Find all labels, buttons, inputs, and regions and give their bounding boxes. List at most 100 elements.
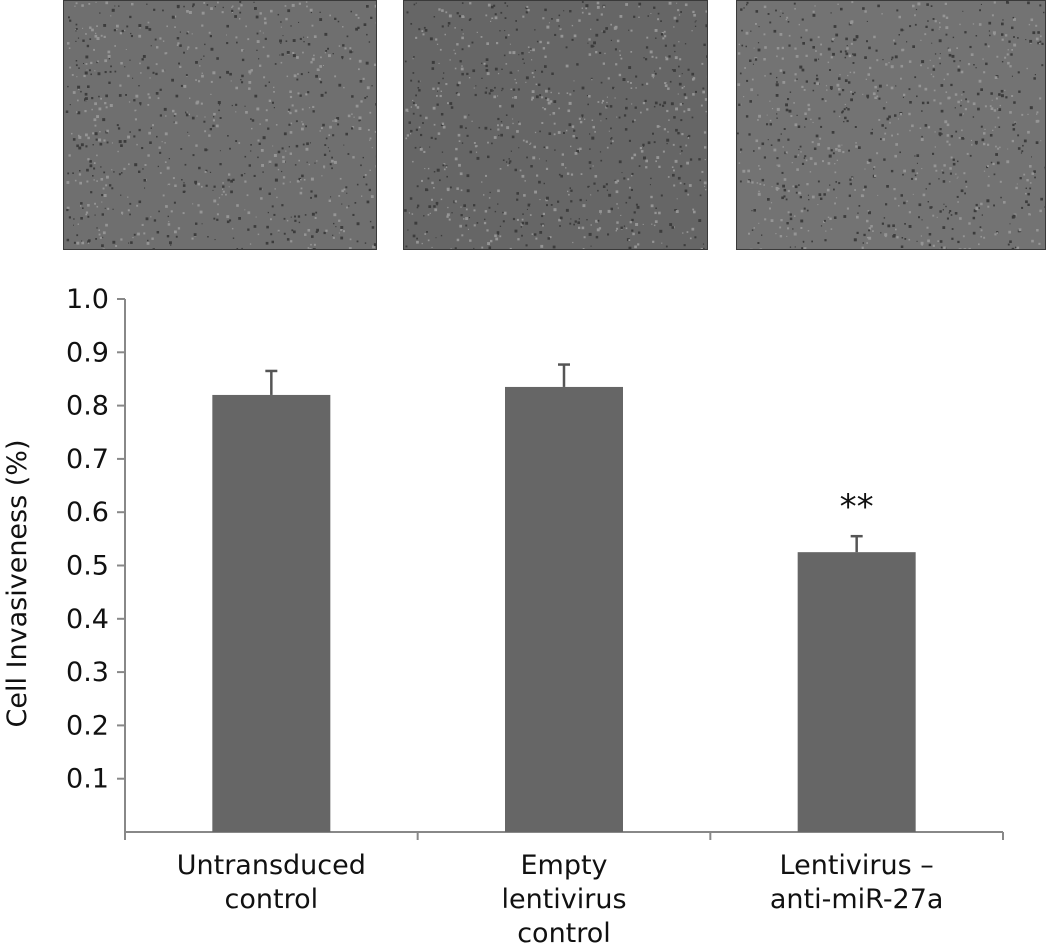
texture-speck [369,139,371,141]
texture-speck [1009,111,1012,114]
texture-speck [528,51,530,53]
texture-speck [834,202,836,205]
texture-speck [337,20,340,23]
texture-speck [934,131,936,133]
texture-speck [628,239,631,241]
texture-speck [587,103,589,106]
texture-speck [430,136,433,139]
texture-speck [973,64,975,66]
texture-speck [240,79,242,81]
texture-speck [104,207,106,209]
texture-speck [619,50,621,52]
texture-speck [786,235,788,237]
texture-speck [300,187,303,190]
texture-speck [987,143,990,146]
texture-speck [83,63,84,64]
texture-speck [752,63,754,65]
texture-speck [821,98,824,101]
texture-speck [407,110,409,112]
texture-speck [431,67,435,70]
texture-speck [964,31,967,34]
texture-speck [922,193,926,197]
texture-speck [442,77,444,80]
texture-speck [349,47,352,50]
texture-speck [851,1,854,4]
texture-speck [586,95,588,97]
texture-speck [873,166,876,168]
texture-speck [644,99,647,102]
texture-speck [839,74,841,76]
texture-speck [491,5,494,9]
texture-speck [962,10,964,12]
texture-speck [581,86,585,90]
texture-speck [313,54,315,57]
texture-speck [120,238,123,241]
texture-speck [893,236,896,238]
texture-speck [637,243,640,246]
texture-speck [192,5,194,8]
texture-speck [212,189,214,191]
texture-speck [889,121,891,124]
texture-speck [576,63,579,66]
texture-speck [129,202,132,205]
texture-speck [209,171,212,173]
texture-speck [692,93,695,96]
texture-speck [649,50,653,54]
texture-speck [455,92,458,94]
texture-speck [776,76,778,79]
texture-speck [827,216,830,218]
texture-speck [227,135,229,137]
texture-speck [585,199,587,201]
texture-speck [571,38,574,41]
texture-speck [152,71,155,74]
y-tick-label: 0.4 [66,604,109,635]
texture-speck [909,129,911,132]
texture-speck [328,54,331,58]
texture-speck [74,5,76,7]
texture-speck [590,224,592,226]
texture-speck [625,201,628,204]
texture-speck [338,195,341,197]
texture-speck [936,216,938,218]
texture-speck [1012,214,1016,218]
texture-speck [121,29,124,33]
texture-speck [296,78,299,81]
texture-speck [679,58,682,61]
texture-speck [240,4,243,7]
texture-speck [599,210,602,213]
texture-speck [281,53,284,56]
texture-speck [862,93,864,95]
texture-speck [857,212,859,214]
texture-speck [753,227,755,229]
texture-speck [410,23,413,25]
texture-speck [908,225,912,228]
texture-speck [937,240,940,242]
texture-speck [965,186,968,188]
texture-speck [945,91,948,93]
texture-speck [258,142,261,145]
texture-speck [323,231,326,235]
texture-speck [187,131,189,133]
texture-speck [1007,148,1009,150]
texture-speck [948,53,952,57]
texture-speck [148,131,151,135]
texture-speck [347,153,350,155]
texture-speck [605,118,608,120]
texture-speck [348,205,350,207]
texture-speck [454,67,457,70]
texture-speck [268,99,272,102]
y-tick-label: 0.7 [66,444,109,475]
texture-speck [581,11,584,14]
texture-speck [207,149,209,151]
texture-speck [954,93,958,96]
texture-speck [87,215,90,218]
texture-speck [1011,247,1015,249]
texture-speck [993,204,995,207]
texture-speck [483,194,485,196]
texture-speck [417,204,420,207]
texture-speck [949,167,952,170]
texture-speck [355,13,358,16]
texture-speck [956,177,958,179]
texture-speck [595,33,599,37]
texture-speck [751,210,753,212]
